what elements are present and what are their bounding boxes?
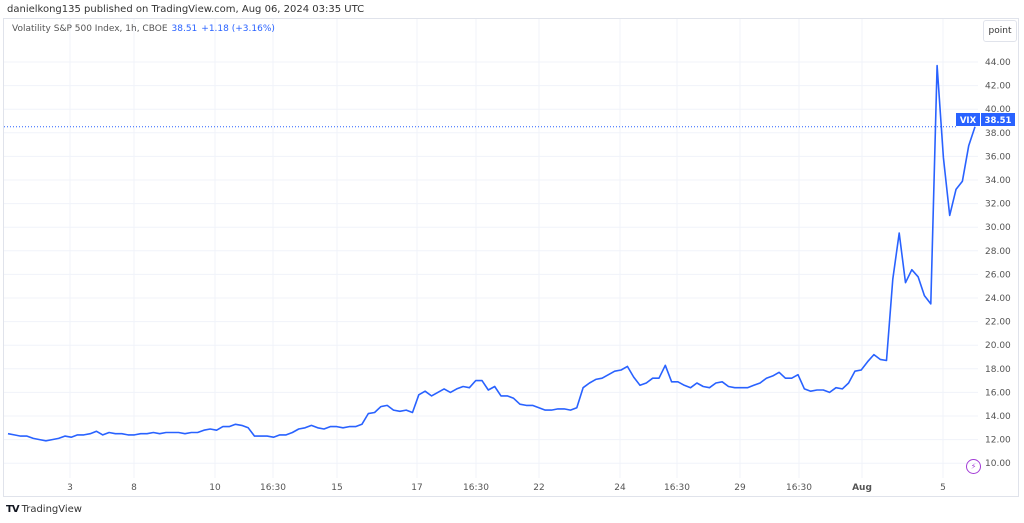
y-tick-label: 36.00 [985, 152, 1011, 162]
y-tick-label: 40.00 [985, 105, 1011, 115]
x-tick-label: 16:30 [664, 483, 690, 493]
y-tick-label: 20.00 [985, 341, 1011, 351]
y-tick-label: 18.00 [985, 365, 1011, 375]
x-tick-label: 29 [734, 483, 746, 493]
x-tick-label: 10 [209, 483, 221, 493]
y-tick-label: 26.00 [985, 270, 1011, 280]
y-tick-label: 12.00 [985, 436, 1011, 446]
y-axis: 10.00 12.00 14.00 16.00 18.00 20.00 22.00 24.00… [985, 58, 1011, 469]
footer: TV TradingView [6, 504, 82, 515]
price-label: VIX 38.51 [956, 113, 1015, 126]
y-tick-label: 10.00 [985, 459, 1011, 469]
y-tick-label: 32.00 [985, 200, 1011, 210]
ticker-label: VIX [960, 116, 977, 126]
brand-name: TradingView [21, 504, 82, 515]
x-tick-label: 8 [131, 483, 137, 493]
series-line-vix [7, 64, 976, 442]
y-tick-label: 22.00 [985, 318, 1011, 328]
y-tick-label: 44.00 [985, 58, 1011, 68]
x-tick-label: 15 [331, 483, 342, 493]
y-tick-label: 16.00 [985, 388, 1011, 398]
y-tick-label: 24.00 [985, 294, 1011, 304]
price-value-box [981, 113, 1015, 126]
lightning-bolt-icon[interactable]: ⚡ [966, 459, 981, 474]
y-tick-label: 42.00 [985, 82, 1011, 92]
symbol-name: Volatility S&P 500 Index, 1h, CBOE [12, 24, 168, 34]
x-tick-label: 5 [940, 483, 946, 493]
y-tick-label: 38.00 [985, 129, 1011, 139]
scale-mode-button[interactable]: point [983, 20, 1017, 42]
y-tick-label: 30.00 [985, 223, 1011, 233]
x-tick-label: 16:30 [786, 483, 812, 493]
grid [4, 19, 978, 478]
x-tick-label: Aug [852, 483, 872, 493]
change-value: +1.18 (+3.16%) [201, 24, 275, 34]
y-tick-label: 34.00 [985, 176, 1011, 186]
last-value: 38.51 [171, 24, 198, 34]
y-tick-label: 14.00 [985, 412, 1011, 422]
published-caption: danielkong135 published on TradingView.c… [7, 4, 365, 15]
x-tick-label: 24 [614, 483, 626, 493]
x-tick-label: 3 [67, 483, 73, 493]
chart-frame [3, 18, 1019, 497]
x-tick-label: 16:30 [463, 483, 489, 493]
x-axis: 3 8 10 16:30 15 17 16:30 22 24 16:30 29 16:30 Aug 5 [67, 483, 946, 493]
price-value: 38.51 [985, 116, 1012, 126]
x-tick-label: 22 [533, 483, 544, 493]
symbol-legend: Volatility S&P 500 Index, 1h, CBOE 38.51 +… [12, 24, 275, 34]
x-tick-label: 16:30 [260, 483, 286, 493]
y-tick-label: 28.00 [985, 247, 1011, 257]
x-tick-label: 17 [411, 483, 422, 493]
tradingview-logo-icon: TV [6, 504, 20, 515]
ticker-label-box [956, 113, 980, 126]
